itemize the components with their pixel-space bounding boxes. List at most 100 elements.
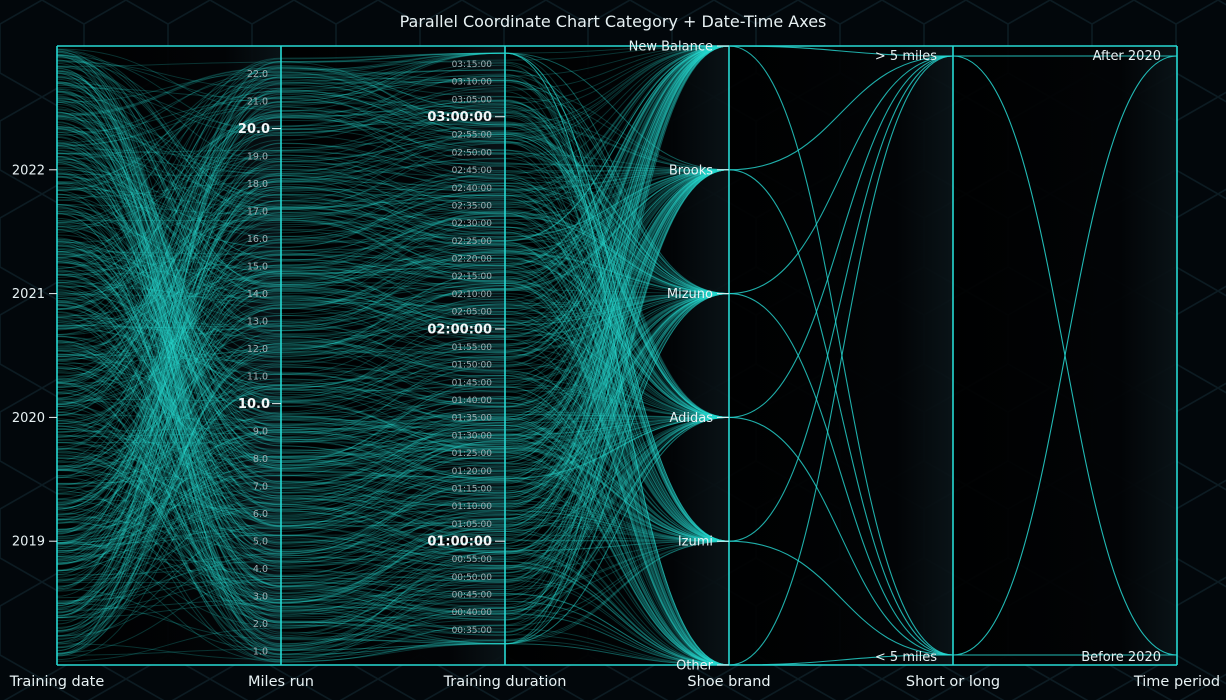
tick-label: 2020: [12, 411, 45, 426]
series-line: [56, 45, 730, 365]
series-line: [56, 169, 730, 554]
series-line: [56, 354, 730, 542]
tick-label: 22.0: [247, 69, 268, 80]
series-line: [56, 212, 730, 357]
series-line: [56, 45, 730, 525]
series-line: [56, 488, 730, 666]
series-line: [56, 45, 730, 588]
series-line: [56, 99, 730, 611]
series-line: [56, 377, 730, 666]
series-line: [56, 45, 730, 242]
series-line: [56, 117, 730, 467]
tick-label: 3.0: [253, 592, 268, 603]
series-line: [56, 169, 730, 358]
series-line: [56, 416, 730, 656]
series-line: [56, 45, 730, 336]
series-line: [56, 93, 730, 618]
series-line: [56, 45, 730, 662]
series-line: [56, 122, 730, 564]
series-line: [56, 83, 730, 439]
series-line: [56, 45, 730, 479]
series-line: [56, 293, 730, 574]
series-line: [56, 206, 730, 666]
series-line: [56, 169, 730, 458]
category-label: After 2020: [1093, 49, 1161, 64]
series-line: [56, 416, 730, 561]
series-line: [56, 136, 730, 551]
series-line: [56, 169, 730, 400]
series-line: [56, 106, 730, 542]
series-line: [56, 169, 730, 539]
series-line: [56, 169, 730, 661]
series-line: [56, 61, 730, 542]
series-line: [56, 51, 730, 666]
series-line: [56, 96, 730, 666]
series-line: [56, 45, 730, 524]
series-line: [56, 45, 730, 637]
series-line: [56, 169, 730, 554]
series-line: [56, 285, 730, 656]
series-line: [56, 253, 730, 405]
series-line: [56, 186, 730, 393]
series-line: [56, 285, 730, 605]
series-line: [56, 168, 730, 418]
series-line: [56, 183, 730, 405]
series-line: [56, 169, 730, 565]
series-line: [56, 45, 730, 238]
series-line: [56, 293, 730, 642]
series-line: [56, 293, 730, 619]
series-line: [56, 293, 730, 408]
series-line: [56, 219, 730, 566]
series-line: [56, 239, 730, 666]
series-line: [56, 79, 730, 560]
series-line: [56, 189, 730, 666]
series-line: [56, 169, 730, 505]
panel-2: [505, 46, 729, 665]
series-line: [56, 169, 730, 375]
series-line: [56, 75, 730, 607]
series-line: [56, 366, 730, 654]
series-line: [56, 45, 730, 486]
series-line: [56, 190, 730, 609]
tick-label: 2021: [12, 287, 45, 302]
series-line: [56, 291, 730, 555]
series-line: [56, 237, 730, 309]
series-line: [56, 271, 730, 666]
series-line: [56, 239, 730, 398]
tick-label: 6.0: [253, 509, 268, 520]
series-line: [56, 242, 730, 666]
series-line: [56, 232, 730, 295]
series-line: [56, 45, 730, 430]
category-label: Brooks: [669, 163, 713, 178]
series-line: [56, 266, 730, 424]
series-line: [56, 265, 730, 666]
series-line: [56, 226, 730, 418]
category-link: [728, 540, 954, 656]
series-line: [56, 118, 730, 497]
series-line: [56, 293, 730, 516]
series-line: [56, 153, 730, 666]
series-line: [56, 45, 730, 601]
series-line: [56, 234, 730, 363]
series-line: [56, 45, 730, 599]
series-line: [56, 172, 730, 420]
series-line: [56, 397, 730, 592]
series-line: [56, 100, 730, 666]
tick-label: 02:25:00: [452, 237, 493, 247]
series-line: [56, 269, 730, 624]
series-line: [56, 104, 730, 418]
series-line: [56, 136, 730, 661]
tick-label: 00:35:00: [452, 626, 493, 636]
series-line: [56, 169, 730, 510]
series-line: [56, 262, 730, 418]
series-line: [56, 45, 730, 515]
series-line: [56, 45, 730, 504]
tick-label: 02:30:00: [452, 219, 493, 229]
series-line: [56, 95, 730, 666]
series-line: [56, 97, 730, 507]
axis-name: Shoe brand: [687, 674, 770, 690]
tick-label: 03:00:00: [427, 110, 492, 125]
series-line: [56, 169, 730, 516]
category-label: < 5 miles: [875, 650, 937, 665]
series-line: [56, 452, 730, 542]
